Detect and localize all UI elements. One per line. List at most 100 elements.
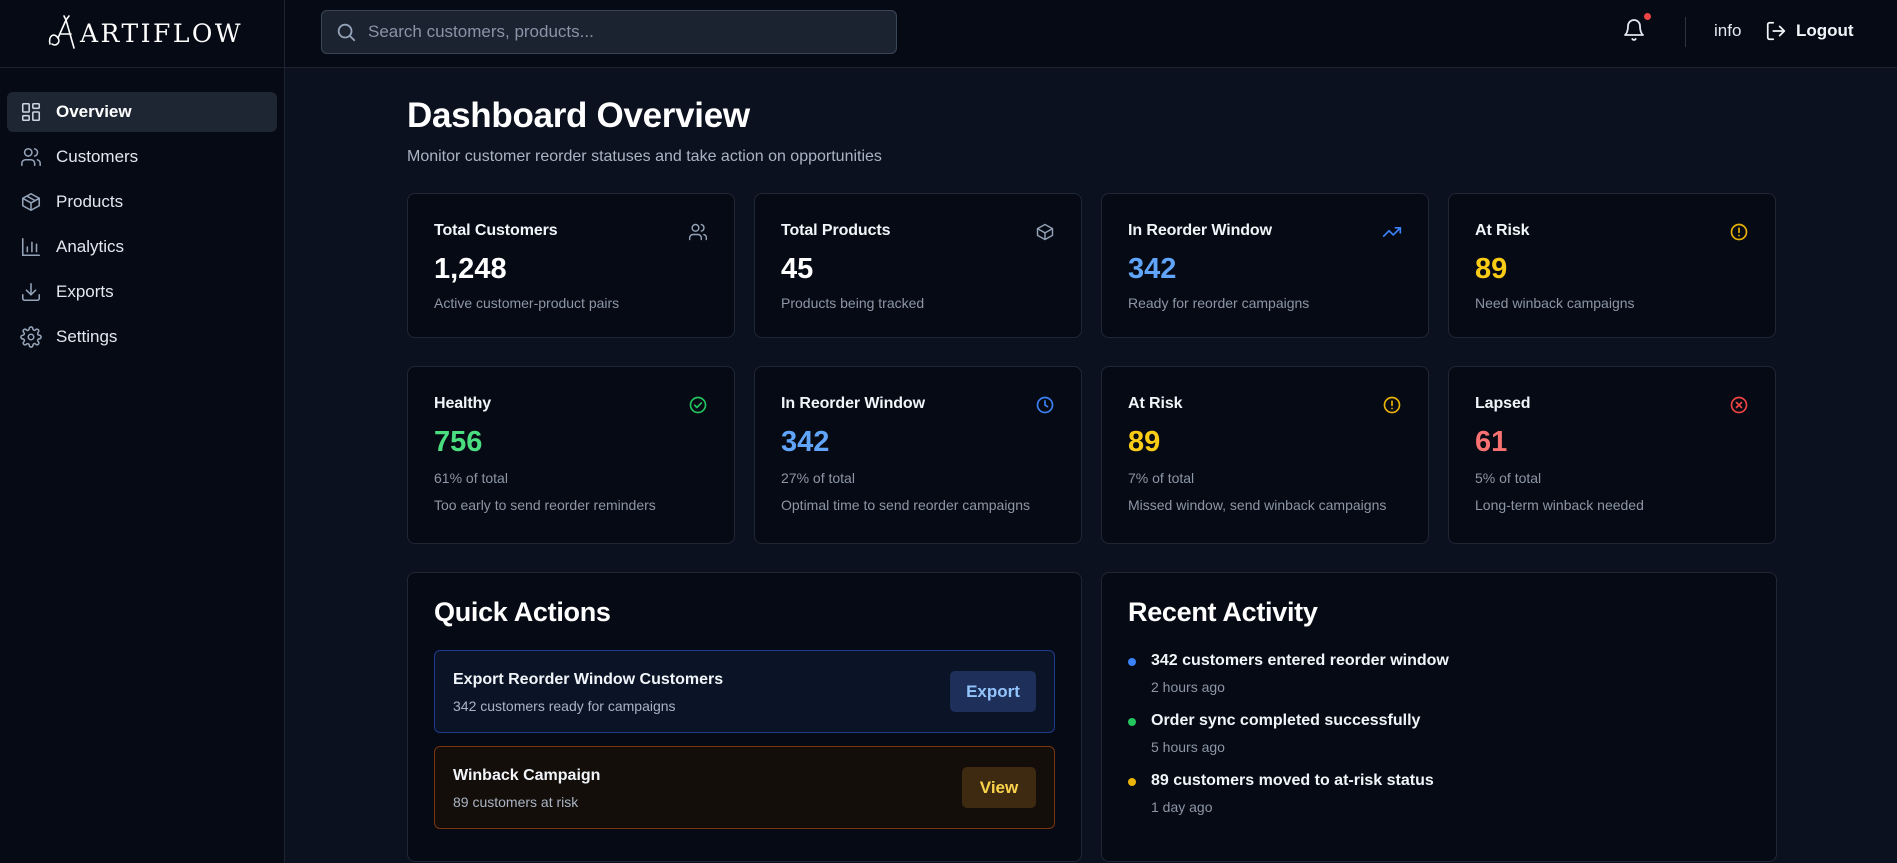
brand-name: ARTIFLOW [80, 19, 244, 48]
action-subtitle: 342 customers ready for campaigns [453, 698, 676, 714]
card-reorder-window-status: In Reorder Window 342 27% of total Optim… [754, 366, 1082, 544]
recent-activity-panel: Recent Activity 342 customers entered re… [1101, 572, 1777, 862]
card-value: 89 [1128, 426, 1161, 458]
card-percent: 61% of total [434, 470, 508, 486]
card-value: 342 [1128, 253, 1177, 285]
notification-badge [1642, 11, 1653, 22]
users-icon [688, 222, 708, 242]
card-value: 61 [1475, 426, 1508, 458]
activity-time: 1 day ago [1151, 799, 1213, 815]
card-description: Long-term winback needed [1475, 497, 1644, 513]
sidebar-nav: Overview Customers Products Analytics [0, 68, 284, 357]
bell-icon [1624, 19, 1644, 41]
export-button[interactable]: Export [950, 671, 1036, 712]
card-value: 89 [1475, 253, 1508, 285]
box-icon [1035, 222, 1055, 242]
card-total-customers: Total Customers 1,248 Active customer-pr… [407, 193, 735, 338]
activity-text: Order sync completed successfully [1151, 712, 1421, 729]
logout-button[interactable]: Logout [1765, 20, 1854, 42]
activity-text: 89 customers moved to at-risk status [1151, 772, 1434, 789]
sidebar-item-label: Settings [56, 327, 118, 346]
card-label: In Reorder Window [781, 395, 925, 412]
top-header: info Logout [285, 0, 1897, 68]
activity-time: 2 hours ago [1151, 679, 1225, 695]
download-icon [20, 281, 42, 303]
activity-time: 5 hours ago [1151, 739, 1225, 755]
card-value: 342 [781, 426, 830, 458]
activity-bullet [1128, 718, 1136, 726]
card-total-products: Total Products 45 Products being tracked [754, 193, 1082, 338]
card-label: Total Customers [434, 222, 558, 239]
card-healthy: Healthy 756 61% of total Too early to se… [407, 366, 735, 544]
search-icon [337, 23, 356, 42]
card-percent: 5% of total [1475, 470, 1542, 486]
trending-up-icon [1382, 222, 1402, 242]
logo[interactable]: ARTIFLOW [0, 0, 284, 68]
card-description: Products being tracked [781, 295, 925, 311]
sidebar-item-customers[interactable]: Customers [7, 137, 277, 177]
card-label: Total Products [781, 222, 891, 239]
summary-cards: Total Customers 1,248 Active customer-pr… [407, 193, 1777, 338]
activity-bullet [1128, 658, 1136, 666]
card-value: 1,248 [434, 253, 507, 285]
sidebar-item-settings[interactable]: Settings [7, 317, 277, 357]
x-circle-icon [1729, 395, 1749, 415]
bar-chart-icon [20, 236, 42, 258]
export-reorder-action: Export Reorder Window Customers 342 cust… [434, 650, 1055, 733]
card-value: 45 [781, 253, 814, 285]
card-percent: 27% of total [781, 470, 855, 486]
sidebar-item-label: Analytics [56, 237, 125, 256]
page-subtitle: Monitor customer reorder statuses and ta… [407, 148, 882, 165]
sidebar-item-analytics[interactable]: Analytics [7, 227, 277, 267]
gear-icon [20, 326, 42, 348]
logout-icon [1766, 21, 1786, 41]
card-percent: 7% of total [1128, 470, 1195, 486]
card-at-risk: At Risk 89 Need winback campaigns [1448, 193, 1776, 338]
alert-circle-icon [1729, 222, 1749, 242]
notifications-button[interactable] [1622, 11, 1653, 48]
activity-bullet [1128, 778, 1136, 786]
card-description: Active customer-product pairs [434, 295, 620, 311]
view-button[interactable]: View [962, 767, 1036, 808]
sidebar-item-overview[interactable]: Overview [7, 92, 277, 132]
activity-item: 342 customers entered reorder window 2 h… [1128, 652, 1750, 695]
panel-title: Recent Activity [1128, 597, 1318, 627]
sidebar-item-label: Products [56, 192, 124, 211]
logo-mark-icon [48, 14, 75, 49]
card-description: Optimal time to send reorder campaigns [781, 497, 1030, 513]
card-label: At Risk [1475, 222, 1530, 239]
card-in-reorder-window: In Reorder Window 342 Ready for reorder … [1101, 193, 1429, 338]
main-content: Dashboard Overview Monitor customer reor… [407, 68, 1777, 862]
logout-label: Logout [1796, 21, 1854, 40]
box-icon [20, 191, 42, 213]
search-box[interactable] [321, 10, 897, 54]
sidebar-item-exports[interactable]: Exports [7, 272, 277, 312]
search-input[interactable] [368, 22, 868, 42]
sidebar-item-label: Exports [56, 282, 114, 301]
card-lapsed: Lapsed 61 5% of total Long-term winback … [1448, 366, 1776, 544]
card-label: Healthy [434, 395, 492, 412]
sidebar-item-label: Customers [56, 147, 139, 166]
card-label: At Risk [1128, 395, 1183, 412]
card-description: Missed window, send winback campaigns [1128, 497, 1387, 513]
bottom-panels: Quick Actions Export Reorder Window Cust… [407, 572, 1777, 862]
panel-title: Quick Actions [434, 597, 611, 627]
activity-list: 342 customers entered reorder window 2 h… [1128, 652, 1750, 815]
sidebar-item-label: Overview [56, 102, 132, 121]
alert-circle-icon [1382, 395, 1402, 415]
card-description: Too early to send reorder reminders [434, 497, 656, 513]
card-label: Lapsed [1475, 395, 1531, 412]
quick-actions-panel: Quick Actions Export Reorder Window Cust… [407, 572, 1082, 862]
card-description: Ready for reorder campaigns [1128, 295, 1310, 311]
users-icon [20, 146, 42, 168]
user-label[interactable]: info [1714, 21, 1742, 40]
activity-item: 89 customers moved to at-risk status 1 d… [1128, 772, 1750, 815]
sidebar-item-products[interactable]: Products [7, 182, 277, 222]
card-description: Need winback campaigns [1475, 295, 1635, 311]
action-title: Export Reorder Window Customers [453, 671, 724, 688]
check-circle-icon [688, 395, 708, 415]
activity-text: 342 customers entered reorder window [1151, 652, 1449, 669]
status-cards: Healthy 756 61% of total Too early to se… [407, 366, 1777, 544]
activity-item: Order sync completed successfully 5 hour… [1128, 712, 1750, 755]
